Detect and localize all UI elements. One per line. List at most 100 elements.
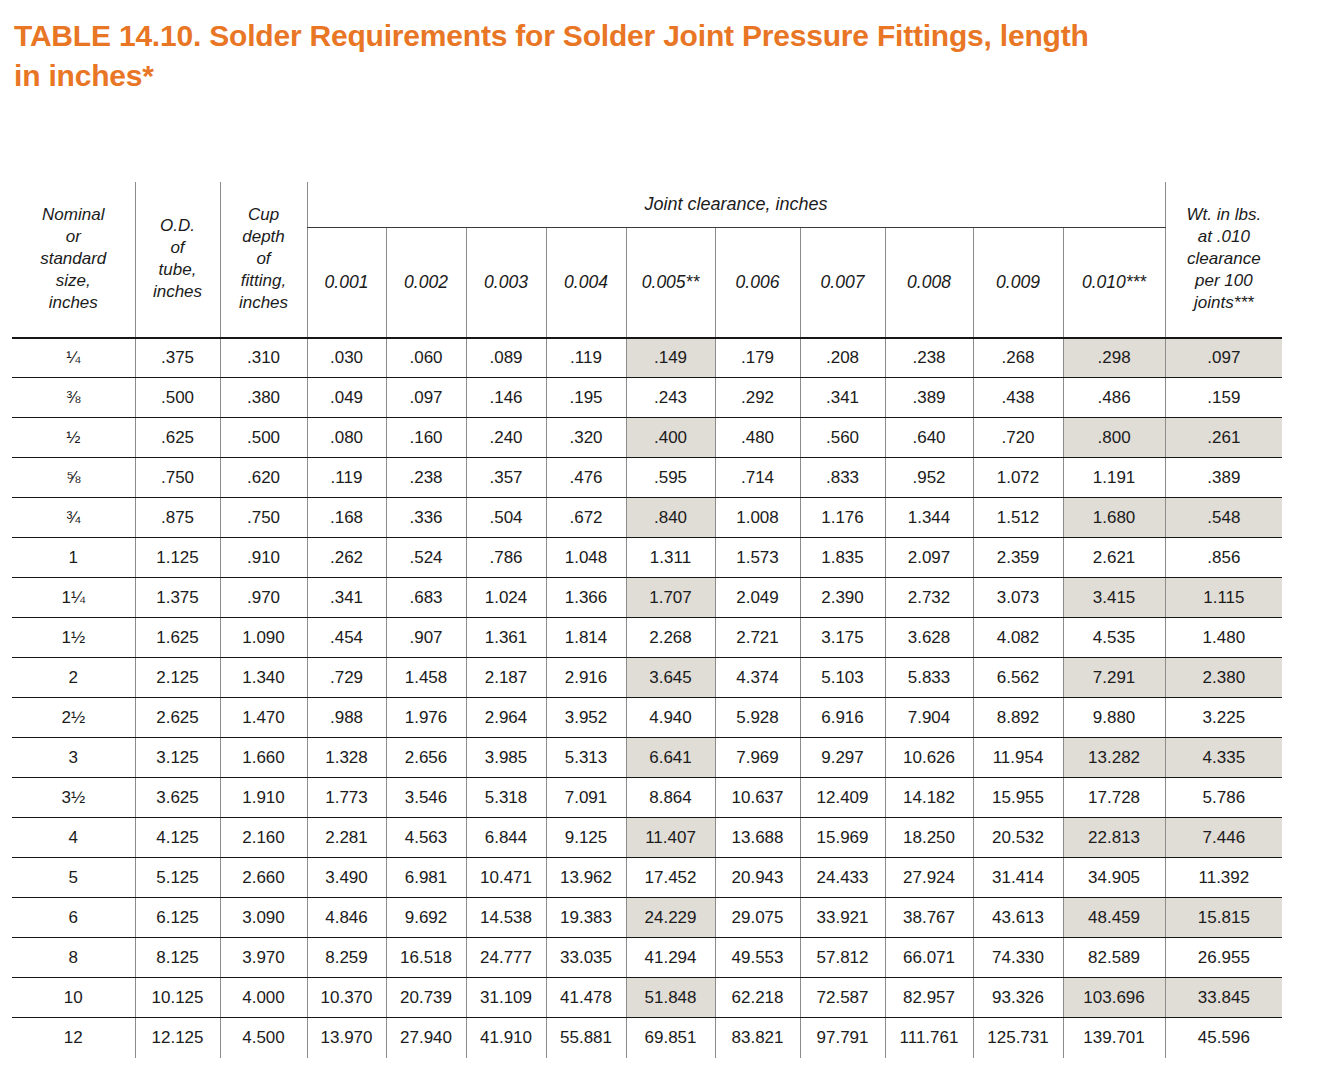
table-body: ¼.375.310.030.060.089.119.149.179.208.23… <box>12 338 1282 1058</box>
clearance-cell: 29.075 <box>715 898 800 938</box>
clearance-cell: .292 <box>715 378 800 418</box>
cup-depth-cell: 1.090 <box>220 618 307 658</box>
size-cell: 1½ <box>12 618 135 658</box>
clearance-cell: 2.268 <box>626 618 715 658</box>
size-cell: 3 <box>12 738 135 778</box>
clearance-cell: 13.970 <box>307 1018 386 1058</box>
header-row-top: Nominal or standard size, inches O.D. of… <box>12 182 1282 228</box>
clearance-cell: 49.553 <box>715 938 800 978</box>
table-row: ¾.875.750.168.336.504.672.8401.0081.1761… <box>12 498 1282 538</box>
clearance-cell: .243 <box>626 378 715 418</box>
header-clearance-0.007: 0.007 <box>800 228 885 338</box>
size-cell: 2 <box>12 658 135 698</box>
size-cell: 12 <box>12 1018 135 1058</box>
table-row: 33.1251.6601.3282.6563.9855.3136.6417.96… <box>12 738 1282 778</box>
weight-cell: .261 <box>1165 418 1282 458</box>
clearance-cell: .160 <box>386 418 466 458</box>
document-page: TABLE 14.10. Solder Requirements for Sol… <box>0 0 1323 1080</box>
clearance-cell: 2.390 <box>800 578 885 618</box>
clearance-cell: .672 <box>546 498 626 538</box>
clearance-cell: 9.125 <box>546 818 626 858</box>
size-cell: ¾ <box>12 498 135 538</box>
clearance-cell: 2.359 <box>973 538 1063 578</box>
header-clearance-0.002: 0.002 <box>386 228 466 338</box>
clearance-cell: .720 <box>973 418 1063 458</box>
clearance-cell: .262 <box>307 538 386 578</box>
clearance-cell: .438 <box>973 378 1063 418</box>
cup-depth-cell: .620 <box>220 458 307 498</box>
clearance-cell: 93.326 <box>973 978 1063 1018</box>
table-row: ¼.375.310.030.060.089.119.149.179.208.23… <box>12 338 1282 378</box>
weight-cell: 1.115 <box>1165 578 1282 618</box>
table-row: 1½1.6251.090.454.9071.3611.8142.2682.721… <box>12 618 1282 658</box>
od-cell: .750 <box>135 458 220 498</box>
clearance-cell: .208 <box>800 338 885 378</box>
clearance-cell: 12.409 <box>800 778 885 818</box>
header-joint-clearance: Joint clearance, inches <box>307 182 1165 228</box>
clearance-cell: 41.294 <box>626 938 715 978</box>
od-cell: 1.375 <box>135 578 220 618</box>
size-cell: 2½ <box>12 698 135 738</box>
od-cell: 10.125 <box>135 978 220 1018</box>
clearance-cell: 20.739 <box>386 978 466 1018</box>
od-cell: 4.125 <box>135 818 220 858</box>
clearance-cell: 1.361 <box>466 618 546 658</box>
size-cell: 5 <box>12 858 135 898</box>
table-row: 3½3.6251.9101.7733.5465.3187.0918.86410.… <box>12 778 1282 818</box>
clearance-cell: 34.905 <box>1063 858 1165 898</box>
table-row: 11.125.910.262.524.7861.0481.3111.5731.8… <box>12 538 1282 578</box>
clearance-cell: .357 <box>466 458 546 498</box>
clearance-cell: 1.328 <box>307 738 386 778</box>
clearance-cell: 1.835 <box>800 538 885 578</box>
clearance-cell: 10.370 <box>307 978 386 1018</box>
cup-depth-cell: 3.090 <box>220 898 307 938</box>
clearance-cell: 97.791 <box>800 1018 885 1058</box>
clearance-cell: 5.313 <box>546 738 626 778</box>
clearance-cell: 9.880 <box>1063 698 1165 738</box>
od-cell: .500 <box>135 378 220 418</box>
cup-depth-cell: 1.910 <box>220 778 307 818</box>
clearance-cell: 41.478 <box>546 978 626 1018</box>
clearance-cell: .988 <box>307 698 386 738</box>
clearance-cell: .341 <box>307 578 386 618</box>
clearance-cell: 27.924 <box>885 858 973 898</box>
clearance-cell: 125.731 <box>973 1018 1063 1058</box>
clearance-cell: .952 <box>885 458 973 498</box>
clearance-cell: .119 <box>307 458 386 498</box>
od-cell: 3.625 <box>135 778 220 818</box>
clearance-cell: 4.374 <box>715 658 800 698</box>
clearance-cell: .907 <box>386 618 466 658</box>
clearance-cell: 4.082 <box>973 618 1063 658</box>
clearance-cell: .389 <box>885 378 973 418</box>
clearance-cell: 62.218 <box>715 978 800 1018</box>
clearance-cell: .341 <box>800 378 885 418</box>
header-clearance-0.003: 0.003 <box>466 228 546 338</box>
cup-depth-cell: .500 <box>220 418 307 458</box>
clearance-cell: 7.291 <box>1063 658 1165 698</box>
weight-cell: 3.225 <box>1165 698 1282 738</box>
clearance-cell: 13.282 <box>1063 738 1165 778</box>
clearance-cell: 20.943 <box>715 858 800 898</box>
clearance-cell: 1.191 <box>1063 458 1165 498</box>
cup-depth-cell: 1.470 <box>220 698 307 738</box>
clearance-cell: .320 <box>546 418 626 458</box>
clearance-cell: 14.182 <box>885 778 973 818</box>
clearance-cell: .480 <box>715 418 800 458</box>
size-cell: 3½ <box>12 778 135 818</box>
clearance-cell: 6.916 <box>800 698 885 738</box>
weight-cell: 11.392 <box>1165 858 1282 898</box>
clearance-cell: 27.940 <box>386 1018 466 1058</box>
size-cell: ⅝ <box>12 458 135 498</box>
weight-cell: .856 <box>1165 538 1282 578</box>
table-row: ½.625.500.080.160.240.320.400.480.560.64… <box>12 418 1282 458</box>
clearance-cell: 3.490 <box>307 858 386 898</box>
clearance-cell: 6.562 <box>973 658 1063 698</box>
table-row: 22.1251.340.7291.4582.1872.9163.6454.374… <box>12 658 1282 698</box>
clearance-cell: .149 <box>626 338 715 378</box>
clearance-cell: 13.962 <box>546 858 626 898</box>
clearance-cell: 72.587 <box>800 978 885 1018</box>
clearance-cell: 3.628 <box>885 618 973 658</box>
clearance-cell: 41.910 <box>466 1018 546 1058</box>
clearance-cell: 2.187 <box>466 658 546 698</box>
weight-cell: 2.380 <box>1165 658 1282 698</box>
